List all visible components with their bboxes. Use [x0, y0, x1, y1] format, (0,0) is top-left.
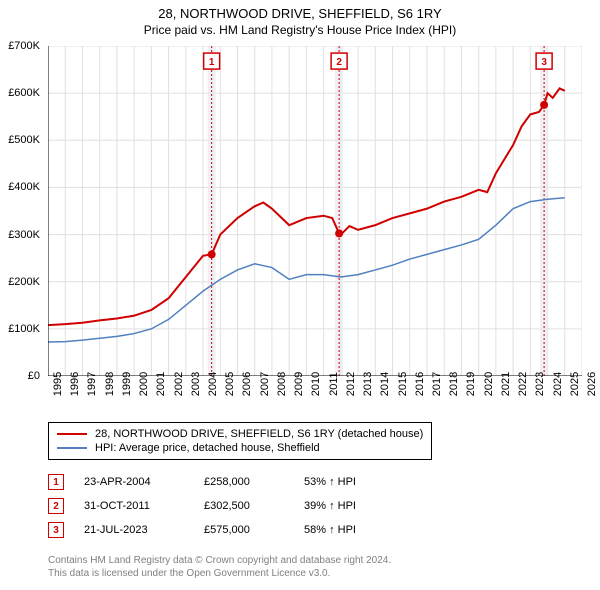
- sale-row: 1 23-APR-2004 £258,000 53% ↑ HPI: [48, 470, 384, 494]
- footer-line1: Contains HM Land Registry data © Crown c…: [48, 554, 391, 567]
- legend-box: 28, NORTHWOOD DRIVE, SHEFFIELD, S6 1RY (…: [48, 422, 432, 460]
- y-tick-label: £200K: [8, 276, 40, 288]
- y-tick-label: £300K: [8, 229, 40, 241]
- x-tick-label: 1995: [52, 372, 64, 396]
- x-tick-label: 2014: [379, 372, 391, 396]
- sale-marker-badge: 2: [48, 498, 64, 514]
- sale-date: 23-APR-2004: [84, 476, 184, 488]
- x-tick-label: 2026: [586, 372, 598, 396]
- legend-label-property: 28, NORTHWOOD DRIVE, SHEFFIELD, S6 1RY (…: [95, 428, 423, 440]
- sales-table: 1 23-APR-2004 £258,000 53% ↑ HPI 2 31-OCT-201…: [48, 470, 384, 542]
- y-tick-label: £100K: [8, 323, 40, 335]
- legend-line-property: [57, 433, 87, 435]
- x-tick-label: 2017: [431, 372, 443, 396]
- x-axis: 1995199619971998199920002001200220032004…: [48, 380, 582, 420]
- x-tick-label: 2000: [138, 372, 150, 396]
- sale-marker-badge: 1: [48, 474, 64, 490]
- legend-row-property: 28, NORTHWOOD DRIVE, SHEFFIELD, S6 1RY (…: [57, 427, 423, 441]
- x-tick-label: 2007: [259, 372, 271, 396]
- x-tick-label: 2009: [293, 372, 305, 396]
- x-tick-label: 2020: [483, 372, 495, 396]
- chart-title-main: 28, NORTHWOOD DRIVE, SHEFFIELD, S6 1RY: [0, 0, 600, 21]
- x-tick-label: 2023: [534, 372, 546, 396]
- x-tick-label: 2008: [276, 372, 288, 396]
- legend-row-hpi: HPI: Average price, detached house, Shef…: [57, 441, 423, 455]
- x-tick-label: 2001: [155, 372, 167, 396]
- x-tick-label: 2004: [207, 372, 219, 396]
- x-tick-label: 2025: [569, 372, 581, 396]
- y-tick-label: £600K: [8, 87, 40, 99]
- x-tick-label: 2021: [500, 372, 512, 396]
- x-tick-label: 2003: [190, 372, 202, 396]
- legend-label-hpi: HPI: Average price, detached house, Shef…: [95, 442, 320, 454]
- x-tick-label: 1999: [121, 372, 133, 396]
- x-tick-label: 2005: [224, 372, 236, 396]
- x-tick-label: 2002: [173, 372, 185, 396]
- chart-plot: 1 2 3: [48, 46, 582, 376]
- x-tick-label: 1997: [86, 372, 98, 396]
- y-tick-label: £0: [28, 370, 40, 382]
- x-tick-label: 2022: [517, 372, 529, 396]
- sale-marker-badge: 3: [48, 522, 64, 538]
- svg-text:1: 1: [209, 57, 215, 68]
- sale-price: £302,500: [204, 500, 284, 512]
- x-tick-label: 2013: [362, 372, 374, 396]
- x-tick-label: 2012: [345, 372, 357, 396]
- y-axis: £0£100K£200K£300K£400K£500K£600K£700K: [0, 46, 44, 376]
- sale-diff: 58% ↑ HPI: [304, 524, 384, 536]
- x-tick-label: 1998: [104, 372, 116, 396]
- sale-row: 2 31-OCT-2011 £302,500 39% ↑ HPI: [48, 494, 384, 518]
- sale-row: 3 21-JUL-2023 £575,000 58% ↑ HPI: [48, 518, 384, 542]
- y-tick-label: £700K: [8, 40, 40, 52]
- footer-attribution: Contains HM Land Registry data © Crown c…: [48, 554, 391, 580]
- svg-text:3: 3: [541, 57, 547, 68]
- legend-line-hpi: [57, 447, 87, 449]
- x-tick-label: 2024: [552, 372, 564, 396]
- x-tick-label: 1996: [69, 372, 81, 396]
- x-tick-label: 2010: [310, 372, 322, 396]
- sale-date: 21-JUL-2023: [84, 524, 184, 536]
- sale-price: £575,000: [204, 524, 284, 536]
- sale-diff: 53% ↑ HPI: [304, 476, 384, 488]
- chart-title-sub: Price paid vs. HM Land Registry's House …: [0, 21, 600, 37]
- x-tick-label: 2011: [328, 372, 340, 396]
- x-tick-label: 2006: [241, 372, 253, 396]
- y-tick-label: £400K: [8, 181, 40, 193]
- x-tick-label: 2016: [414, 372, 426, 396]
- x-tick-label: 2019: [465, 372, 477, 396]
- footer-line2: This data is licensed under the Open Gov…: [48, 567, 391, 580]
- sale-date: 31-OCT-2011: [84, 500, 184, 512]
- chart-container: 28, NORTHWOOD DRIVE, SHEFFIELD, S6 1RY P…: [0, 0, 600, 590]
- x-tick-label: 2018: [448, 372, 460, 396]
- sale-price: £258,000: [204, 476, 284, 488]
- sale-diff: 39% ↑ HPI: [304, 500, 384, 512]
- y-tick-label: £500K: [8, 134, 40, 146]
- x-tick-label: 2015: [397, 372, 409, 396]
- svg-text:2: 2: [336, 57, 342, 68]
